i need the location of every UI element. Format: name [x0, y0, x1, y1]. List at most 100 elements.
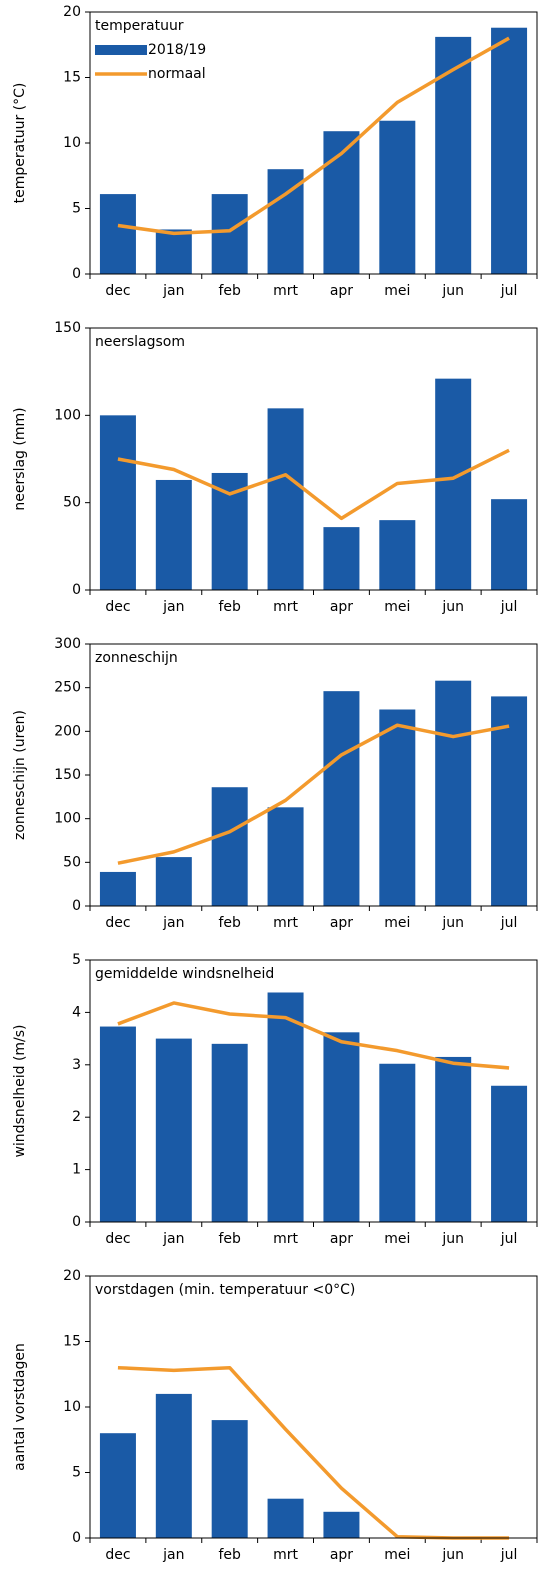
chart-title: neerslagsom	[95, 334, 185, 350]
y-tick-label: 10	[63, 1399, 81, 1415]
x-tick-label: feb	[218, 599, 241, 615]
bar	[155, 229, 192, 274]
y-tick-label: 200	[54, 723, 81, 739]
x-tick-label: dec	[105, 1547, 130, 1563]
bar	[491, 696, 528, 906]
x-tick-label: feb	[218, 915, 241, 931]
x-tick-label: feb	[218, 1547, 241, 1563]
y-tick-label: 20	[63, 4, 81, 20]
x-tick-label: apr	[330, 915, 353, 931]
x-tick-label: mrt	[273, 599, 298, 615]
x-tick-label: mrt	[273, 283, 298, 299]
x-tick-label: mei	[384, 1547, 410, 1563]
y-tick-label: 3	[72, 1057, 81, 1073]
y-tick-label: 5	[72, 952, 81, 968]
y-tick-label: 4	[72, 1004, 81, 1020]
x-tick-label: apr	[330, 1231, 353, 1247]
y-tick-label: 100	[54, 407, 81, 423]
x-tick-label: apr	[330, 283, 353, 299]
line-series	[117, 1001, 510, 1070]
bar	[379, 120, 416, 274]
y-axis-label: temperatuur (°C)	[12, 83, 28, 204]
y-tick-label: 150	[54, 320, 81, 336]
bar	[491, 27, 528, 274]
chart-title: gemiddelde windsnelheid	[95, 966, 274, 982]
y-tick-label: 0	[72, 582, 81, 598]
x-tick-label: jun	[441, 1547, 464, 1563]
x-tick-label: feb	[218, 1231, 241, 1247]
y-tick-label: 2	[72, 1109, 81, 1125]
bar	[435, 1056, 472, 1222]
x-tick-label: dec	[105, 1231, 130, 1247]
bar	[379, 520, 416, 590]
x-tick-label: jul	[500, 599, 518, 615]
x-tick-label: feb	[218, 283, 241, 299]
line-series	[117, 723, 510, 865]
y-axis-label: zonneschijn (uren)	[12, 710, 28, 840]
x-tick-label: dec	[105, 283, 130, 299]
x-tick-label: mrt	[273, 1547, 298, 1563]
bar	[323, 527, 360, 590]
x-tick-label: mei	[384, 915, 410, 931]
legend-label: normaal	[148, 66, 206, 82]
x-tick-label: jun	[441, 1231, 464, 1247]
y-tick-label: 5	[72, 1465, 81, 1481]
x-tick-label: mei	[384, 283, 410, 299]
bar	[323, 691, 360, 906]
y-axis-label: aantal vorstdagen	[12, 1343, 28, 1471]
y-tick-label: 150	[54, 767, 81, 783]
x-tick-label: apr	[330, 599, 353, 615]
bar	[99, 1026, 136, 1222]
y-tick-label: 20	[63, 1268, 81, 1284]
y-tick-label: 0	[72, 1530, 81, 1546]
bar	[379, 1063, 416, 1222]
bar	[323, 1511, 360, 1538]
x-tick-label: jul	[500, 283, 518, 299]
plot-frame	[89, 1275, 538, 1539]
y-tick-label: 0	[72, 1214, 81, 1230]
y-tick-label: 50	[63, 495, 81, 511]
plot-frame	[89, 643, 538, 907]
y-tick-label: 50	[63, 854, 81, 870]
bar	[155, 479, 192, 590]
bar	[267, 408, 304, 590]
chart-title: vorstdagen (min. temperatuur <0°C)	[95, 1282, 355, 1298]
x-tick-label: apr	[330, 1547, 353, 1563]
x-tick-label: mrt	[273, 915, 298, 931]
y-tick-label: 0	[72, 898, 81, 914]
bar	[435, 680, 472, 906]
bar	[435, 378, 472, 590]
y-axis-label: neerslag (mm)	[12, 407, 28, 510]
x-tick-label: mei	[384, 1231, 410, 1247]
x-tick-label: mrt	[273, 1231, 298, 1247]
bar	[211, 1043, 248, 1222]
bar	[267, 807, 304, 906]
x-tick-label: jun	[441, 283, 464, 299]
bar	[155, 857, 192, 906]
bar	[379, 709, 416, 906]
plot-frame	[89, 327, 538, 591]
bar	[211, 1420, 248, 1538]
bar	[99, 415, 136, 590]
x-tick-label: jul	[500, 1547, 518, 1563]
y-tick-label: 1	[72, 1162, 81, 1178]
x-tick-label: jul	[500, 1231, 518, 1247]
y-axis-label: windsnelheid (m/s)	[12, 1024, 28, 1157]
line-series	[117, 448, 510, 521]
y-tick-label: 15	[63, 1334, 81, 1350]
bar	[155, 1393, 192, 1538]
bar	[99, 194, 136, 274]
y-tick-label: 10	[63, 135, 81, 151]
plot-frame	[89, 959, 538, 1223]
y-tick-label: 0	[72, 266, 81, 282]
bar	[99, 1433, 136, 1538]
x-tick-label: jan	[162, 915, 184, 931]
x-tick-label: jan	[162, 599, 184, 615]
plot-frame	[89, 11, 538, 275]
bar	[323, 1032, 360, 1222]
legend-label: 2018/19	[148, 42, 206, 58]
y-tick-label: 300	[54, 636, 81, 652]
x-tick-label: jan	[162, 1231, 184, 1247]
x-tick-label: dec	[105, 599, 130, 615]
